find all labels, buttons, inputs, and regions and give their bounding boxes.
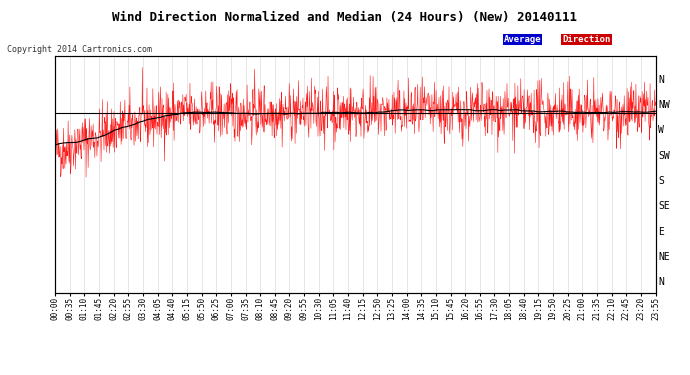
Text: Wind Direction Normalized and Median (24 Hours) (New) 20140111: Wind Direction Normalized and Median (24… [112, 11, 578, 24]
Text: Average: Average [504, 35, 542, 44]
Text: Copyright 2014 Cartronics.com: Copyright 2014 Cartronics.com [7, 45, 152, 54]
Text: Direction: Direction [562, 35, 611, 44]
